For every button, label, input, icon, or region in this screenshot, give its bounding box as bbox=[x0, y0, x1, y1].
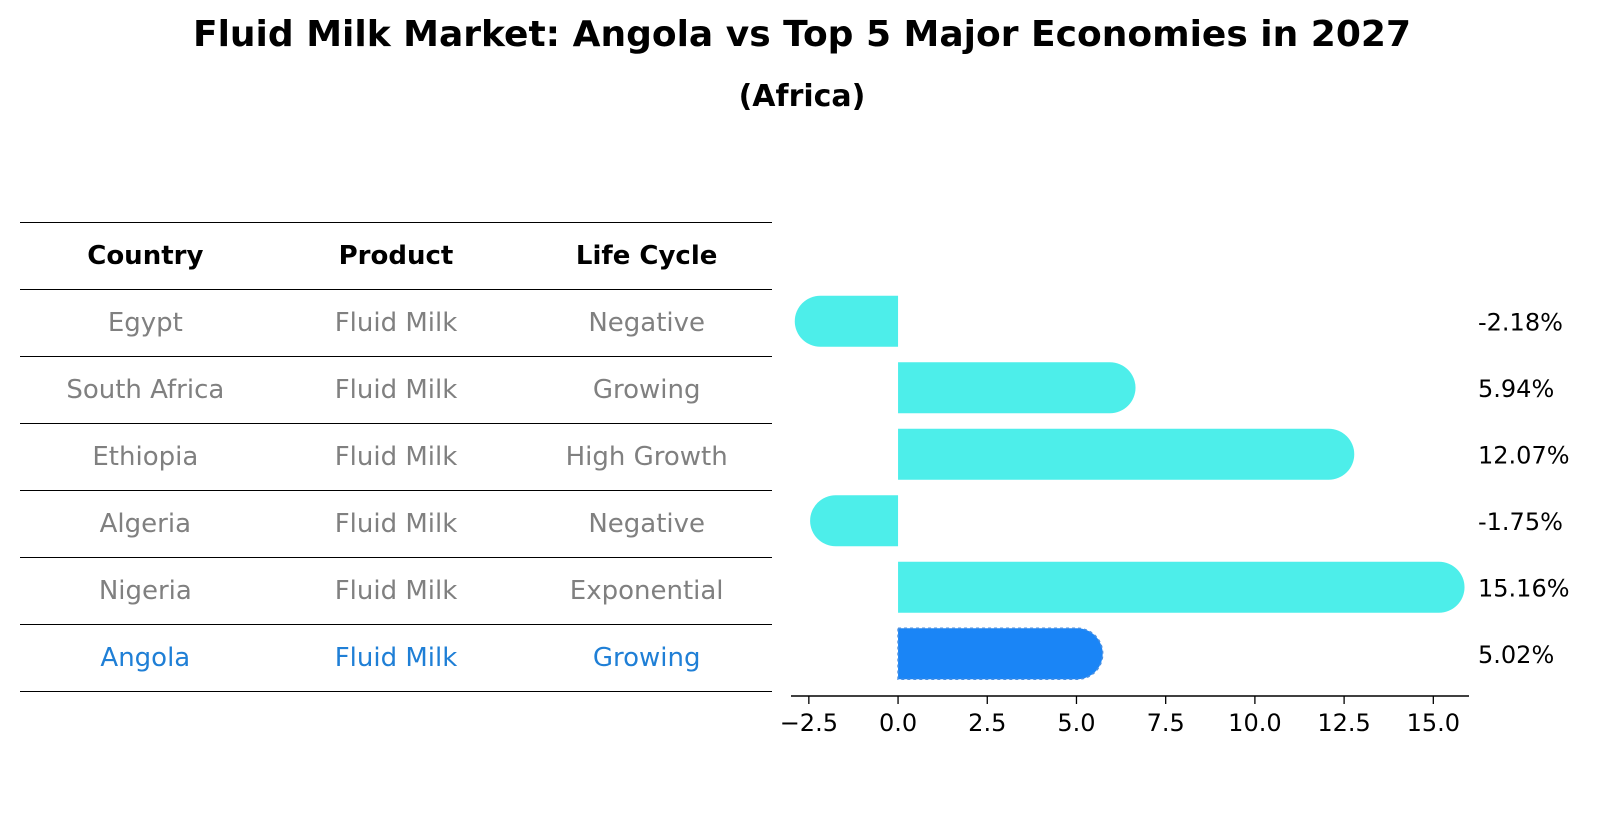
header-life-cycle: Life Cycle bbox=[521, 222, 772, 290]
table-row: Ethiopia Fluid Milk High Growth bbox=[20, 423, 772, 491]
x-tick-label: 5.0 bbox=[1057, 709, 1095, 737]
table-row-highlighted: Angola Fluid Milk Growing bbox=[20, 624, 772, 692]
bar-south-africa bbox=[898, 362, 1136, 414]
table-header-row: Country Product Life Cycle bbox=[20, 222, 772, 290]
value-label: 12.07% bbox=[1478, 441, 1570, 469]
chart-title: Fluid Milk Market: Angola vs Top 5 Major… bbox=[193, 14, 1411, 55]
bar-ethiopia bbox=[898, 428, 1355, 480]
value-label: 5.94% bbox=[1478, 375, 1554, 403]
cell-country: Egypt bbox=[20, 289, 271, 357]
x-tick-label: −2.5 bbox=[780, 709, 838, 737]
value-label: -1.75% bbox=[1478, 508, 1563, 536]
cell-life-cycle: Exponential bbox=[521, 557, 772, 625]
x-tick-label: 10.0 bbox=[1228, 709, 1281, 737]
header-product: Product bbox=[270, 222, 522, 290]
table-row: Egypt Fluid Milk Negative bbox=[20, 289, 772, 357]
cell-product: Fluid Milk bbox=[270, 557, 522, 625]
bar-algeria bbox=[810, 495, 899, 547]
cell-country: Angola bbox=[20, 624, 271, 692]
value-label: 15.16% bbox=[1478, 574, 1570, 602]
table-row: South Africa Fluid Milk Growing bbox=[20, 356, 772, 424]
bar-egypt bbox=[794, 295, 899, 347]
cell-life-cycle: High Growth bbox=[521, 423, 772, 491]
x-tick-label: 15.0 bbox=[1407, 709, 1460, 737]
x-tick-label: 0.0 bbox=[879, 709, 917, 737]
country-table: Country Product Life Cycle Egypt Fluid M… bbox=[20, 222, 772, 692]
header-country: Country bbox=[20, 222, 271, 290]
cell-product: Fluid Milk bbox=[270, 624, 522, 692]
table-row: Nigeria Fluid Milk Exponential bbox=[20, 557, 772, 625]
cell-country: Algeria bbox=[20, 490, 271, 558]
cell-country: Nigeria bbox=[20, 557, 271, 625]
bar-nigeria bbox=[898, 561, 1465, 613]
chart-subtitle: (Africa) bbox=[738, 79, 866, 114]
bar-angola bbox=[897, 627, 1104, 680]
x-tick-label: 7.5 bbox=[1147, 709, 1185, 737]
cell-life-cycle: Negative bbox=[521, 289, 772, 357]
x-tick-label: 12.5 bbox=[1317, 709, 1370, 737]
cell-product: Fluid Milk bbox=[270, 289, 522, 357]
x-tick-label: 2.5 bbox=[968, 709, 1006, 737]
cell-country: South Africa bbox=[20, 356, 271, 424]
cell-life-cycle: Negative bbox=[521, 490, 772, 558]
value-label: -2.18% bbox=[1478, 308, 1563, 336]
cell-product: Fluid Milk bbox=[270, 356, 522, 424]
table-row: Algeria Fluid Milk Negative bbox=[20, 490, 772, 558]
value-label: 5.02% bbox=[1478, 641, 1554, 669]
cell-product: Fluid Milk bbox=[270, 423, 522, 491]
cell-life-cycle: Growing bbox=[521, 356, 772, 424]
cell-life-cycle: Growing bbox=[521, 624, 772, 692]
cell-product: Fluid Milk bbox=[270, 490, 522, 558]
cell-country: Ethiopia bbox=[20, 423, 271, 491]
